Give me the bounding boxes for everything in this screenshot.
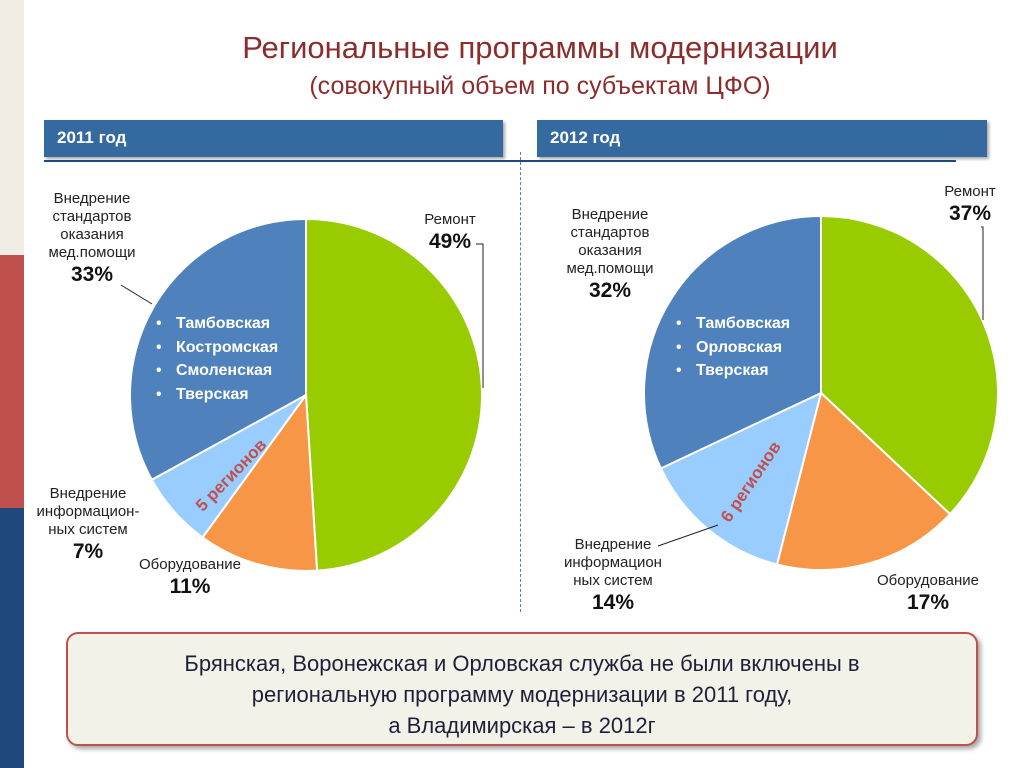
region-list-2011: Тамбовская Костромская Смоленская Тверск…	[156, 312, 278, 406]
label-2012-standards-pct: 32%	[588, 279, 632, 302]
label-2012-standards-line1: Внедрение	[571, 206, 649, 223]
pie-2012-slice-equipment	[775, 391, 952, 571]
side-strip-top	[0, 0, 24, 255]
label-2011-it-line2: информацион-	[36, 503, 140, 520]
label-2011-it-line1: Внедрение	[49, 485, 127, 502]
label-2012-repair-name: Ремонт	[944, 183, 996, 200]
page-subtitle: (совокупный объем по субъектам ЦФО)	[309, 72, 771, 100]
region-item: Тверская	[156, 383, 278, 407]
label-2011-repair-pct: 49%	[428, 230, 472, 253]
region-item: Смоленская	[156, 359, 278, 383]
label-2011-standards: Внедрение стандартов оказания мед.помощи…	[26, 190, 158, 288]
page-title: Региональные программы модернизации	[242, 30, 838, 65]
region-list-2012: Тамбовская Орловская Тверская	[676, 312, 790, 383]
label-2012-it-line1: Внедрение	[574, 536, 652, 553]
label-2012-repair-pct: 37%	[948, 202, 992, 225]
label-2012-standards-line4: мед.помощи	[566, 260, 654, 277]
note-line-3: а Владимирская – в 2012г	[388, 713, 656, 738]
label-2011-standards-pct: 33%	[70, 263, 114, 286]
leader-2011-standards	[120, 284, 153, 305]
pie-2011-slice-equipment	[201, 392, 319, 572]
label-2011-standards-line4: мед.помощи	[48, 244, 136, 261]
label-2011-equipment: Оборудование 11%	[120, 556, 260, 600]
leader-2011-repair	[476, 243, 484, 388]
label-2012-repair: Ремонт 37%	[925, 183, 1015, 227]
label-2011-it: Внедрение информацион- ных систем 7%	[28, 485, 148, 565]
label-2011-equipment-name: Оборудование	[138, 556, 242, 573]
label-2012-standards-line2: стандартов	[570, 224, 650, 241]
label-2012-equipment-pct: 17%	[906, 591, 950, 614]
label-2012-it-pct: 14%	[591, 591, 635, 614]
region-item: Тамбовская	[676, 312, 790, 336]
label-2011-repair: Ремонт 49%	[405, 211, 495, 255]
label-2011-standards-line1: Внедрение	[53, 190, 131, 207]
label-2012-it: Внедрение информацион ных систем 14%	[553, 536, 673, 616]
year-header-2011: 2011 год	[44, 120, 503, 157]
label-2012-it-line2: информацион	[564, 554, 662, 571]
column-divider	[520, 152, 521, 612]
region-item: Тверская	[676, 359, 790, 383]
year-header-2012: 2012 год	[537, 120, 987, 157]
label-2012-equipment-name: Оборудование	[876, 572, 980, 589]
label-2012-standards: Внедрение стандартов оказания мед.помощи…	[545, 206, 675, 304]
region-item: Костромская	[156, 336, 278, 360]
label-2012-it-line3: ных систем	[573, 572, 653, 589]
label-2011-it-pct: 7%	[72, 540, 104, 563]
region-item: Тамбовская	[156, 312, 278, 336]
note-line-2: региональную программу модернизации в 20…	[251, 682, 793, 707]
side-strip-middle	[0, 255, 24, 508]
pie-2011-slice-repair	[305, 217, 483, 572]
note-box: Брянская, Воронежская и Орловская служба…	[66, 632, 978, 746]
leader-2012-repair	[981, 226, 984, 320]
label-2011-it-line3: ных систем	[48, 521, 128, 538]
label-2011-repair-name: Ремонт	[424, 211, 476, 228]
label-2011-standards-line2: стандартов	[52, 208, 132, 225]
header-underline	[44, 160, 956, 162]
region-item: Орловская	[676, 336, 790, 360]
note-line-1: Брянская, Воронежская и Орловская служба…	[184, 651, 860, 676]
label-2011-equipment-pct: 11%	[169, 575, 211, 598]
side-strip-bottom	[0, 508, 24, 768]
pie-2012-slice-it	[659, 391, 823, 566]
pie-2012-slice-repair	[820, 214, 999, 516]
label-2012-standards-line3: оказания	[578, 242, 642, 259]
leader-2012-it	[657, 524, 719, 547]
label-2011-standards-line3: оказания	[60, 226, 124, 243]
label-2012-equipment: Оборудование 17%	[858, 572, 998, 616]
